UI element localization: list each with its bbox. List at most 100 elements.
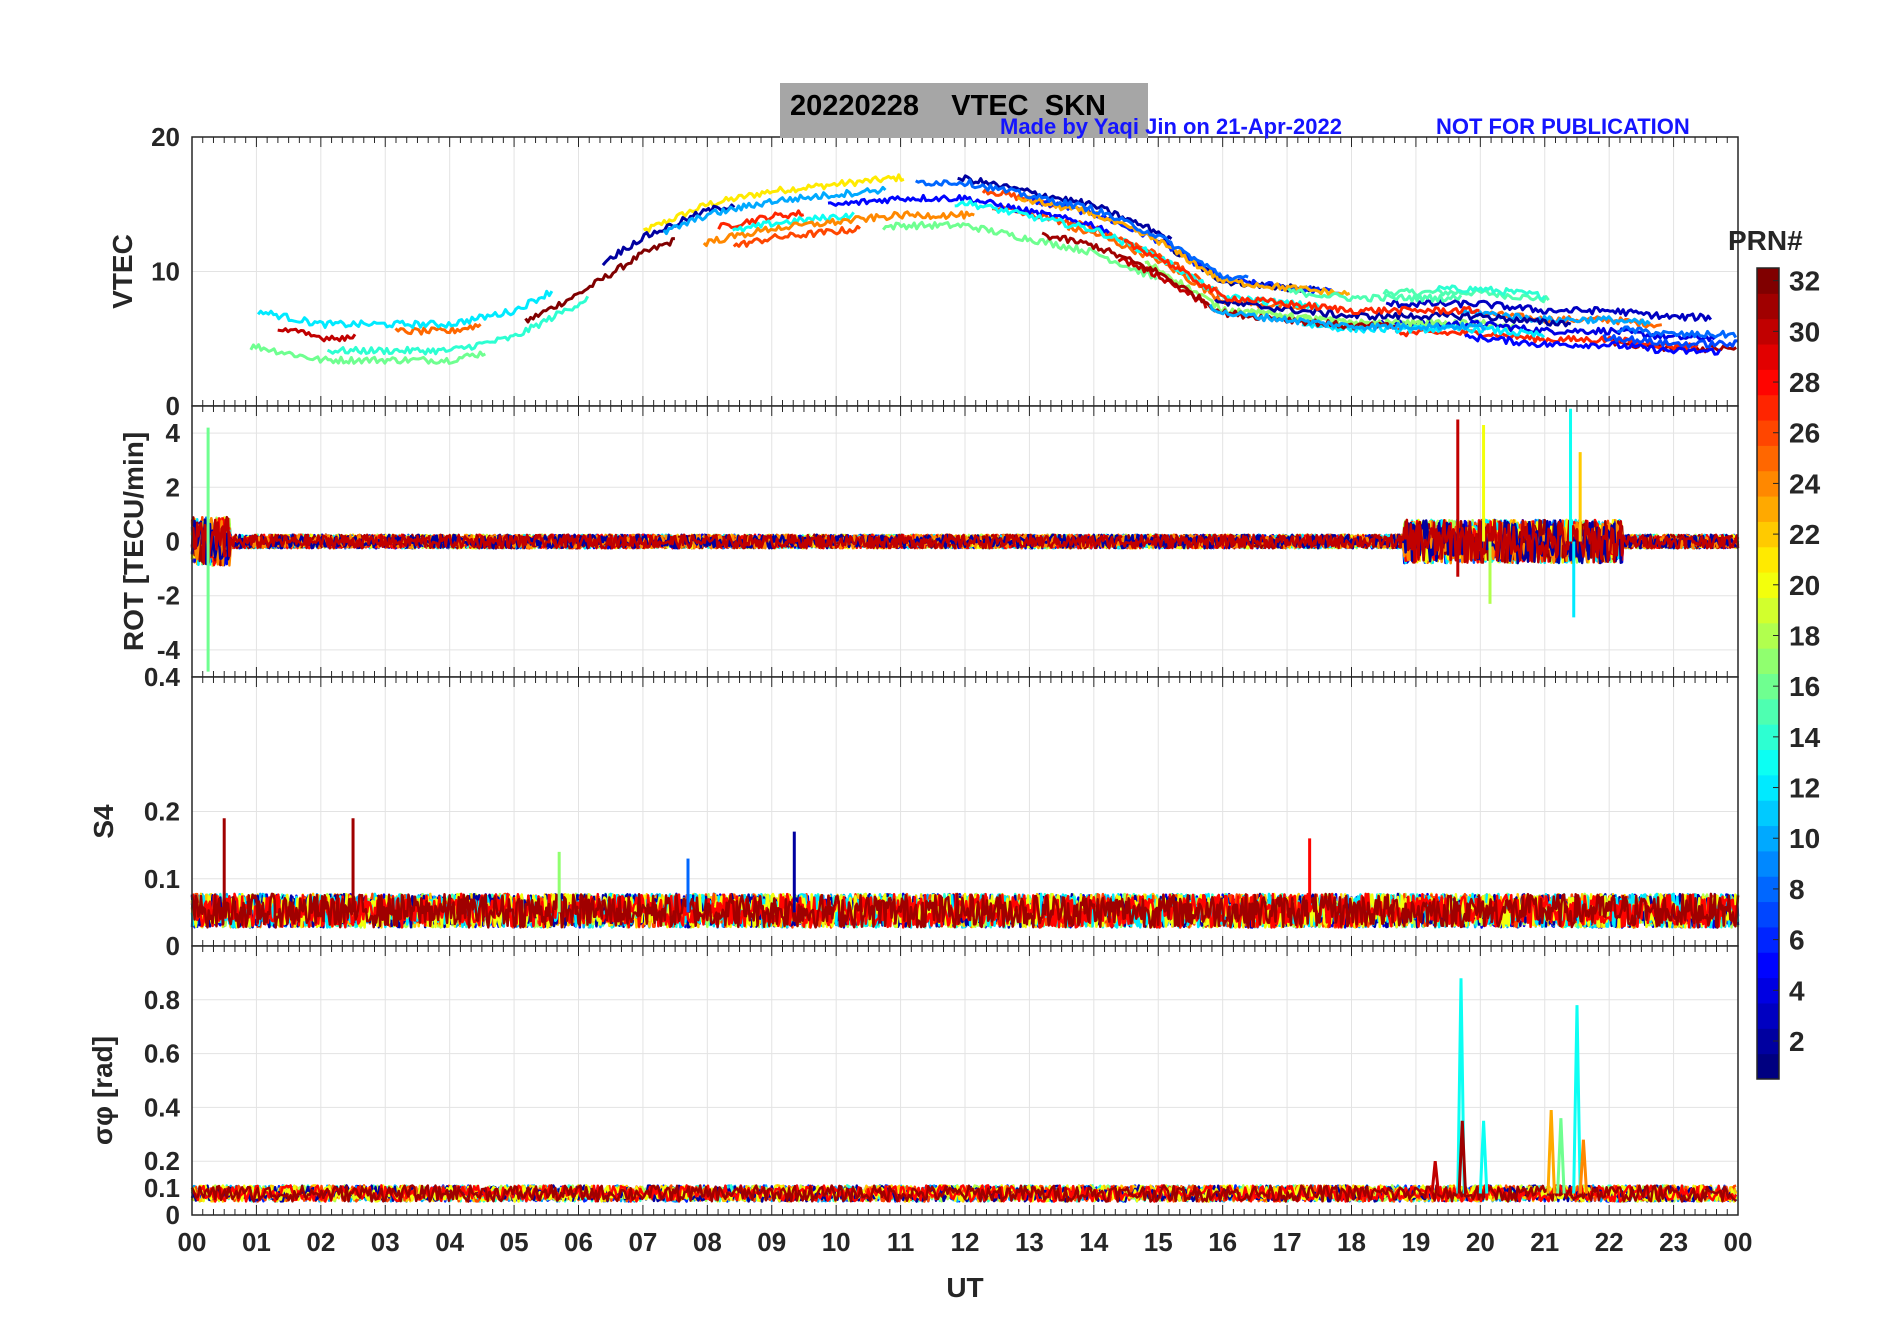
vtec-prn-15 <box>1287 287 1463 303</box>
title-label: VTEC SKN <box>951 90 1106 122</box>
x-tick-label: 20 <box>1466 1227 1495 1257</box>
vtec-prn-10 <box>662 185 887 236</box>
colorbar-segment <box>1757 597 1779 624</box>
colorbar-tick-label: 18 <box>1789 620 1820 651</box>
x-tick-label: 07 <box>628 1227 657 1257</box>
colorbar-tick-label: 6 <box>1789 925 1805 956</box>
vtec-prn-14 <box>1435 284 1547 301</box>
colorbar-segment <box>1757 1053 1779 1080</box>
x-tick-label: 14 <box>1079 1227 1108 1257</box>
colorbar-segment <box>1757 293 1779 320</box>
x-tick-label: 00 <box>1724 1227 1753 1257</box>
colorbar-tick-label: 8 <box>1789 874 1805 905</box>
colorbar-segment <box>1757 1002 1779 1029</box>
vtec-prn-13 <box>731 211 855 233</box>
colorbar-tick-label: 10 <box>1789 823 1820 854</box>
colorbar-segment <box>1757 622 1779 649</box>
colorbar-tick-label: 26 <box>1789 418 1820 449</box>
colorbar-segment <box>1757 572 1779 598</box>
vtec-prn-8 <box>1617 325 1738 339</box>
vtec-prn-26 <box>732 224 861 248</box>
vtec-prn-3 <box>1385 299 1713 322</box>
colorbar-segment <box>1757 1028 1779 1055</box>
vtec-prn-25 <box>394 323 482 336</box>
title-box <box>780 83 1148 138</box>
vtec-prn-27 <box>717 209 805 230</box>
x-tick-label: 15 <box>1144 1227 1173 1257</box>
vtec-prn-2 <box>601 203 736 267</box>
panel-sigma_phi <box>190 946 1739 1215</box>
colorbar-segment <box>1757 952 1779 979</box>
rot-ytick-label: 2 <box>166 472 180 502</box>
vtec-prn-7 <box>1602 333 1738 349</box>
colorbar-segment <box>1757 420 1779 446</box>
colorbar-frame <box>1756 267 1780 1080</box>
s4-ytick-label: 0 <box>166 931 180 961</box>
x-tick-label: 18 <box>1337 1227 1366 1257</box>
frame-sigma_phi <box>191 945 1739 1216</box>
colorbar-segment <box>1757 800 1779 827</box>
colorbar-segment <box>1757 825 1779 852</box>
sigma-spike <box>1572 1005 1582 1194</box>
colorbar-segment <box>1757 546 1779 573</box>
sigma-ytick-label: 0.2 <box>144 1146 180 1176</box>
rot-prn-30 <box>190 517 1740 566</box>
vtec-prn-21 <box>643 173 905 233</box>
credit-author: Made by Yaqi Jin on 21-Apr-2022 <box>1000 114 1342 139</box>
rot-ylabel: ROT [TECU/min] <box>118 432 149 651</box>
sigma-spike <box>1578 1139 1589 1194</box>
colorbar-segment <box>1757 369 1779 396</box>
colorbar-tick-label: 2 <box>1789 1026 1805 1057</box>
sigma-spike <box>1457 1120 1467 1194</box>
sigma-spike <box>1546 1110 1556 1194</box>
colorbar-segment <box>1757 445 1779 472</box>
vtec-prn-2 <box>1214 298 1572 328</box>
x-tick-label: 23 <box>1659 1227 1688 1257</box>
colorbar-title: PRN# <box>1728 225 1803 256</box>
colorbar-segment <box>1757 673 1779 700</box>
colorbar-segment <box>1757 876 1779 903</box>
vtec-prn-12 <box>256 289 554 329</box>
sigma-spike <box>1430 1161 1440 1194</box>
colorbar-segment <box>1757 496 1779 522</box>
x-tick-label: 17 <box>1273 1227 1302 1257</box>
sigma-ytick-label: 0.8 <box>144 985 180 1015</box>
rot-bottom-tick-label: 0.4 <box>144 662 181 692</box>
x-tick-label: 11 <box>887 1227 915 1257</box>
x-tick-label: 10 <box>822 1227 851 1257</box>
colorbar-segment <box>1757 850 1779 877</box>
colorbar-tick-label: 12 <box>1789 773 1820 804</box>
panel-rot <box>190 406 1740 677</box>
s4-ytick-label: 0.1 <box>144 864 180 894</box>
sigma-spike <box>1478 1120 1489 1194</box>
sigma-ytick-label: 0.4 <box>144 1092 181 1122</box>
x-tick-label: 16 <box>1208 1227 1237 1257</box>
vtec-prn-24 <box>702 210 975 248</box>
colorbar-tick-label: 16 <box>1789 671 1820 702</box>
vtec-prn-16 <box>882 220 1158 281</box>
sigma-ytick-label: 0.6 <box>144 1039 180 1069</box>
colorbar-segment <box>1757 318 1779 345</box>
colorbar-segment <box>1757 901 1779 928</box>
panel-vtec <box>191 136 1739 406</box>
vtec-prn-8 <box>914 178 1249 282</box>
x-tick-label: 22 <box>1595 1227 1624 1257</box>
rot-ytick-label: 0 <box>166 527 180 557</box>
colorbar-segment <box>1757 749 1779 776</box>
colorbar-segment <box>1757 470 1779 497</box>
x-tick-label: 00 <box>178 1227 207 1257</box>
sigma-ytick-label: 0.1 <box>144 1173 180 1203</box>
vtec-prn-30 <box>277 327 357 343</box>
vtec-ylabel: VTEC <box>107 234 138 309</box>
vtec-ytick-label: 0 <box>166 391 180 421</box>
colorbar-segment <box>1757 926 1779 953</box>
colorbar-segment <box>1757 521 1779 548</box>
sigma-ylabel: σφ [rad] <box>87 1036 118 1145</box>
colorbar-tick-label: 30 <box>1789 316 1820 347</box>
vtec-prn-32 <box>524 237 675 324</box>
vtec-prn-10 <box>1460 308 1651 326</box>
colorbar-segment <box>1757 648 1779 674</box>
x-axis-label: UT <box>946 1272 983 1303</box>
